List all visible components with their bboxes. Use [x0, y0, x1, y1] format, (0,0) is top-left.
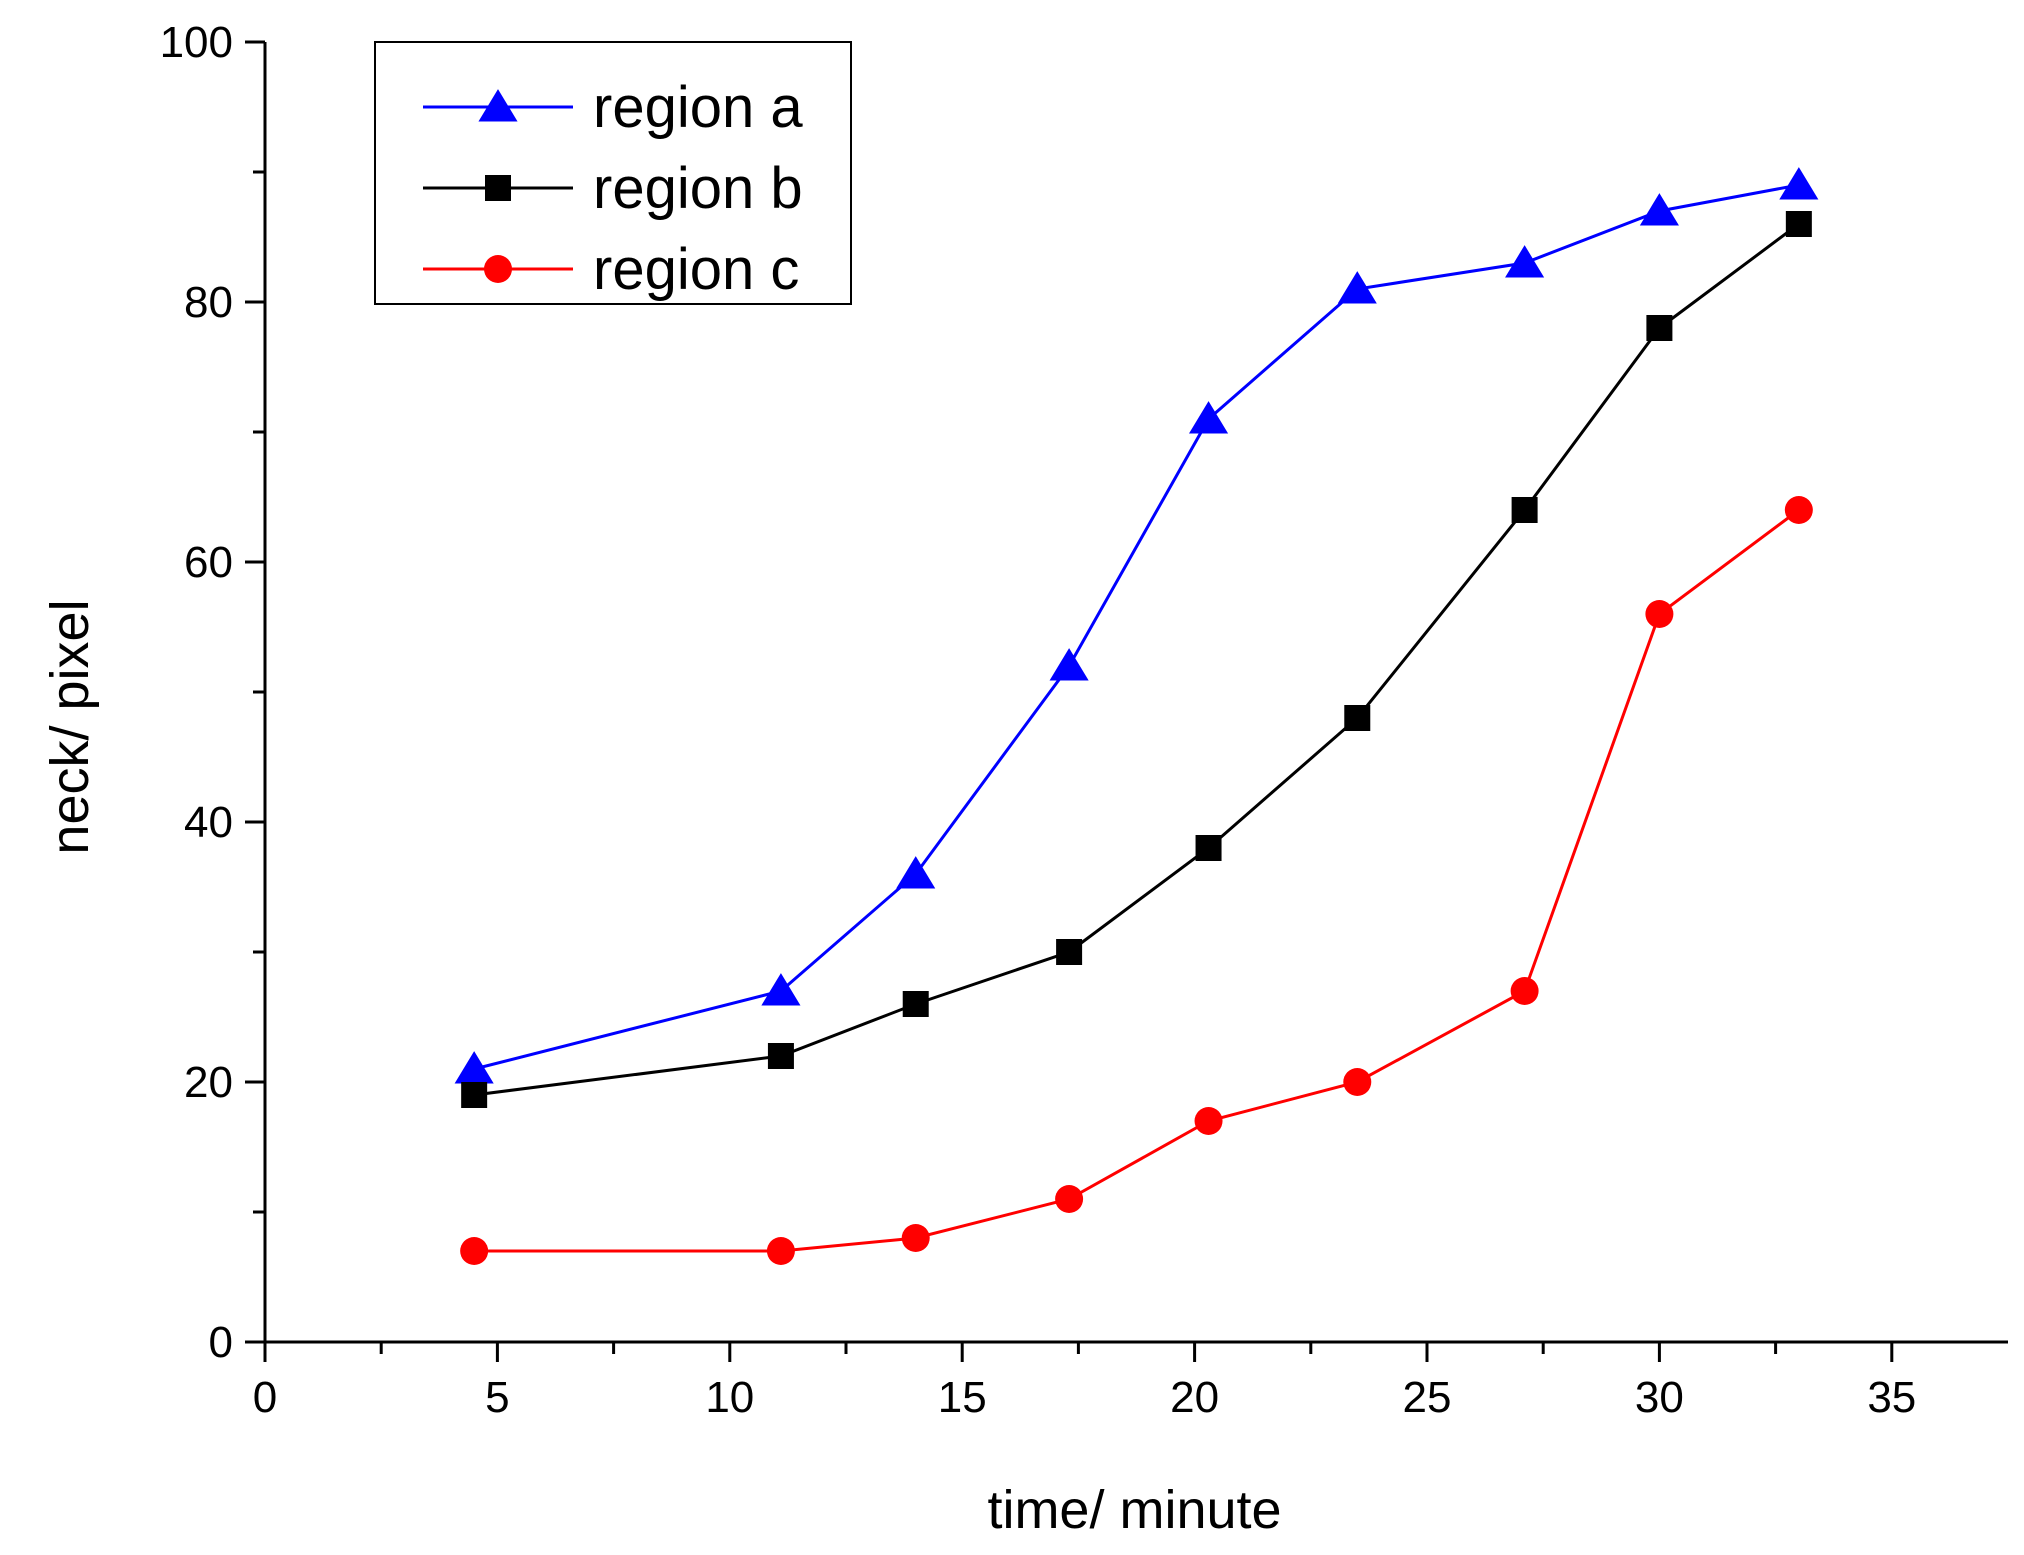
y-tick-label: 80 [184, 278, 233, 327]
series-line [473, 222, 1800, 1097]
data-point [761, 973, 801, 1006]
data-point [1188, 401, 1229, 434]
data-point [896, 856, 936, 889]
data-point [902, 991, 929, 1017]
data-point [461, 1082, 488, 1108]
data-point [1510, 977, 1539, 1005]
x-axis-title: time/ minute [987, 1480, 1281, 1540]
y-tick-label: 0 [209, 1318, 233, 1367]
data-point [460, 1237, 489, 1265]
x-tick-label: 10 [705, 1373, 754, 1422]
data-point [1056, 939, 1083, 965]
data-point [1055, 1185, 1084, 1213]
x-tick-label: 35 [1867, 1373, 1916, 1422]
y-tick-label: 100 [160, 18, 233, 67]
data-point [1505, 245, 1545, 278]
y-axis-title: neck/ pixel [40, 599, 100, 854]
data-point [454, 1051, 494, 1084]
legend: region a region b region c [374, 41, 852, 305]
data-point [1343, 1068, 1372, 1096]
data-point [766, 1237, 795, 1265]
data-point [1195, 835, 1222, 861]
x-tick-label: 25 [1403, 1373, 1452, 1422]
data-point [1337, 271, 1377, 304]
series-line [474, 508, 1800, 1253]
data-point [1646, 315, 1673, 341]
x-tick-label: 0 [253, 1373, 277, 1422]
series-layer [454, 167, 1819, 1265]
ticks: 0 5 10 15 20 25 30 35 0 20 40 60 80 100 [160, 18, 1917, 1422]
data-point [1049, 648, 1089, 681]
series-region-c [460, 496, 1813, 1265]
y-tick-label: 40 [184, 798, 233, 847]
data-point [1639, 193, 1679, 226]
x-tick-label: 5 [485, 1373, 509, 1422]
series-line [473, 183, 1800, 1071]
legend-marker [484, 255, 512, 283]
legend-box [374, 41, 852, 305]
x-tick-label: 15 [938, 1373, 987, 1422]
data-point [1784, 496, 1813, 524]
data-point [767, 1043, 794, 1069]
x-tick-label: 30 [1635, 1373, 1684, 1422]
legend-label: region c [593, 237, 799, 302]
data-point [1785, 211, 1812, 237]
data-point [1344, 705, 1371, 731]
series-region-a [454, 167, 1819, 1084]
data-point [1645, 600, 1674, 628]
legend-label: region b [593, 156, 803, 221]
y-tick-label: 20 [184, 1058, 233, 1107]
legend-marker [478, 89, 518, 122]
data-point [1779, 167, 1819, 200]
y-tick-label: 60 [184, 538, 233, 587]
data-point [901, 1224, 930, 1252]
legend-marker [485, 175, 511, 201]
data-point [1511, 497, 1538, 523]
series-region-b [461, 211, 1812, 1108]
x-tick-label: 20 [1170, 1373, 1219, 1422]
data-point [1194, 1107, 1223, 1135]
legend-label: region a [593, 75, 803, 140]
